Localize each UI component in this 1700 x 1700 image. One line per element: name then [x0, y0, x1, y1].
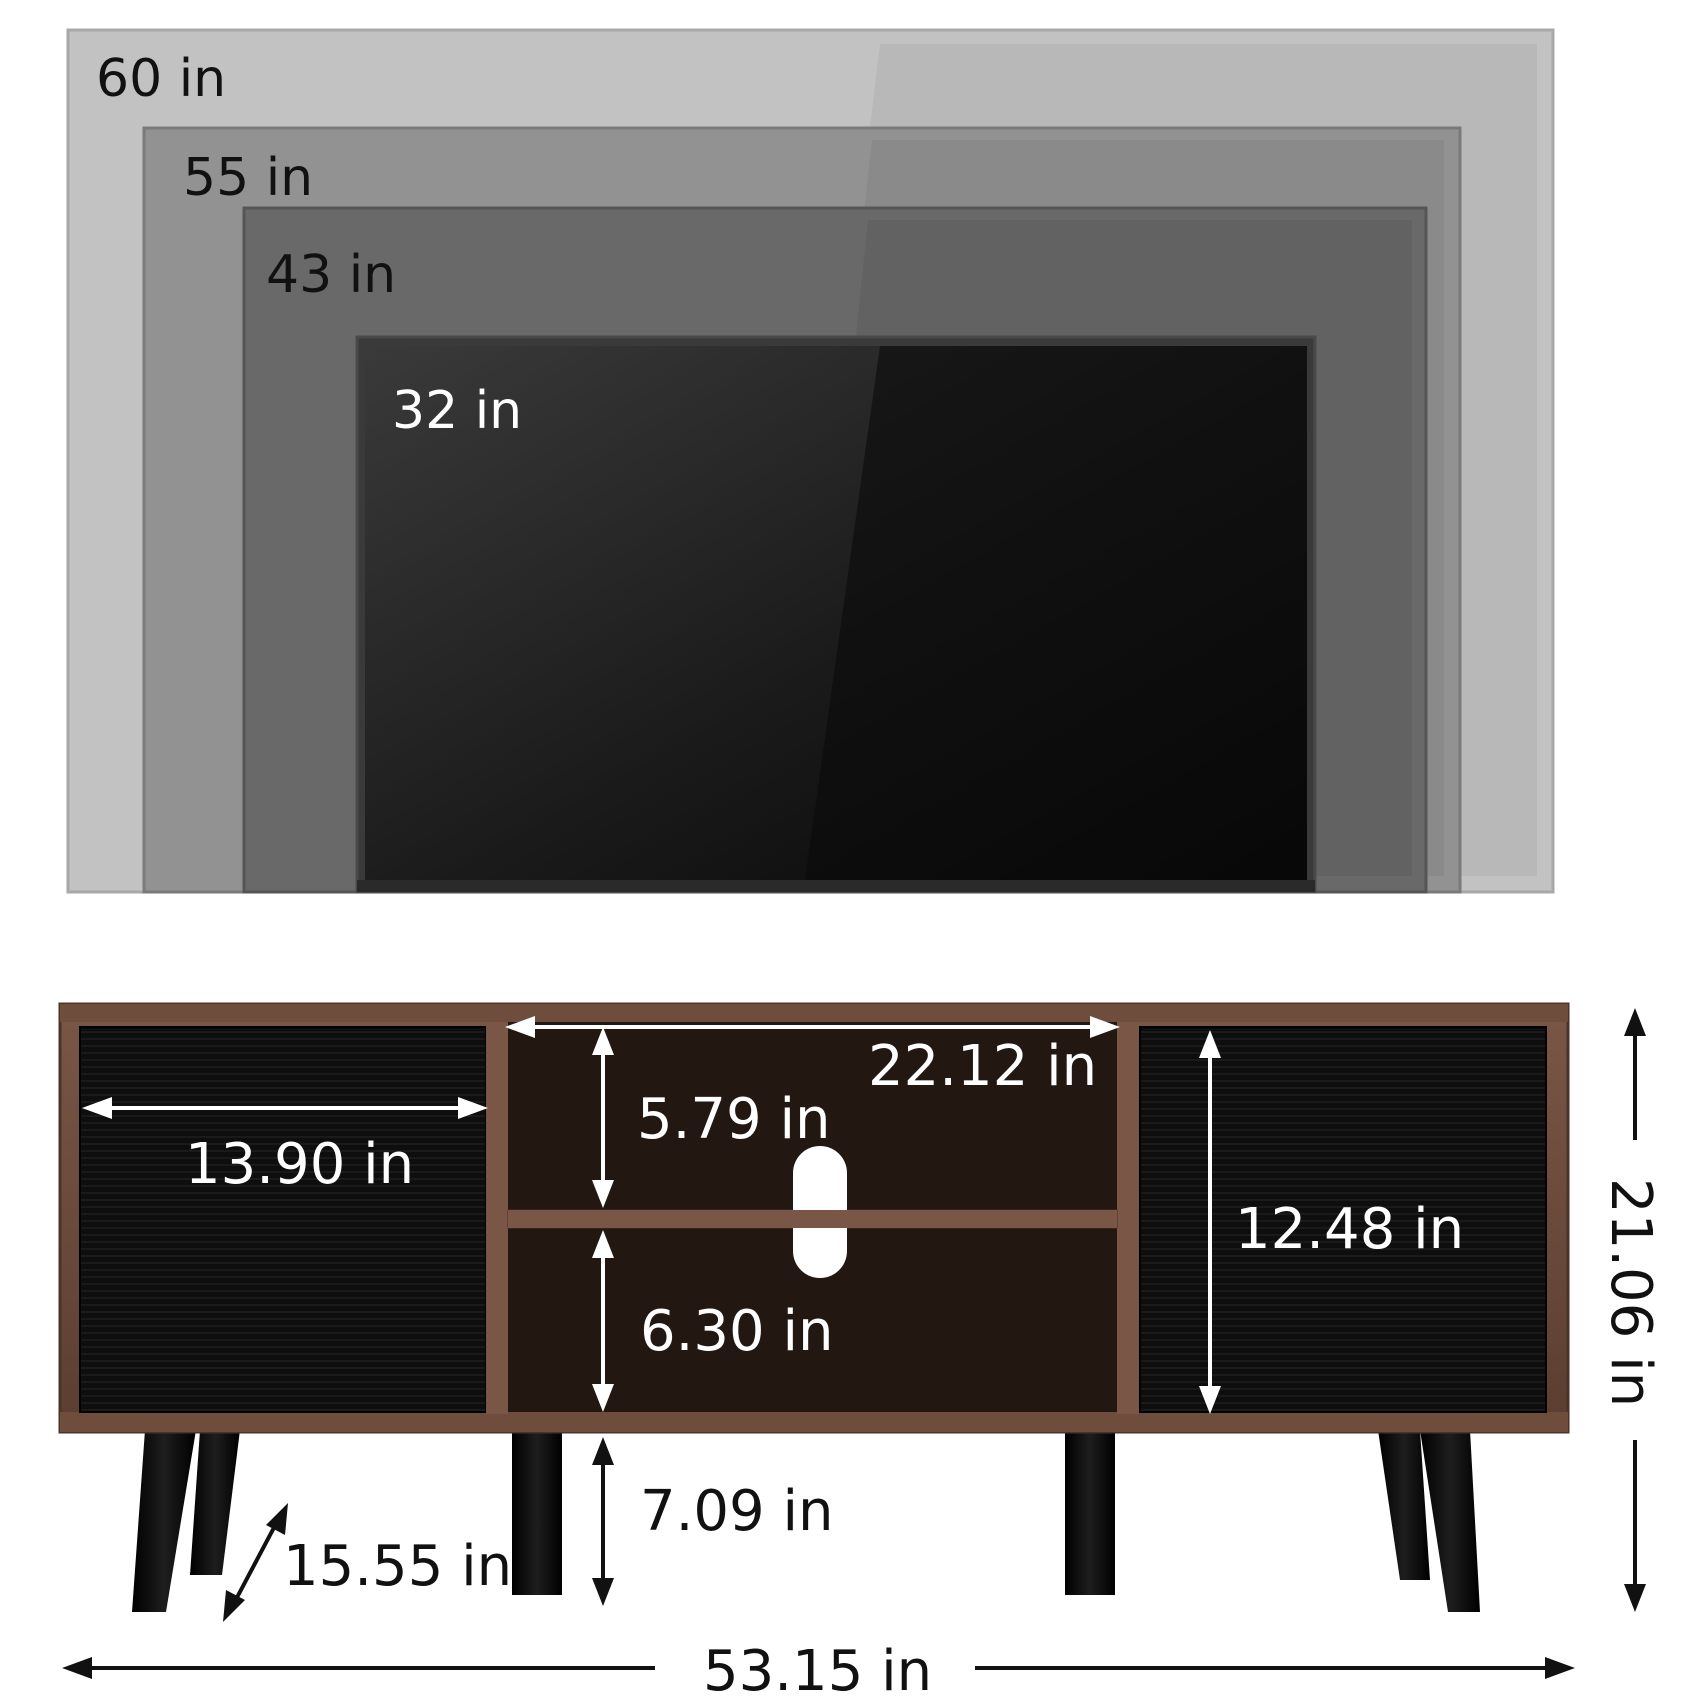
- tv-size-comparison: 60 in 55 in 43 in 32 in: [66, 28, 1555, 894]
- door-width-label: 13.90 in: [185, 1132, 414, 1197]
- tv-stand: [58, 1002, 1570, 1612]
- right-cabinet-door: [1139, 1026, 1547, 1413]
- arrow-lower-shelf: [592, 1230, 614, 1412]
- tv-32-label: 32 in: [392, 381, 522, 441]
- arrow-door-width: [82, 1097, 488, 1119]
- left-cabinet-door: [79, 1026, 487, 1413]
- arrow-overall-width: [62, 1657, 1575, 1679]
- tv-60-label: 60 in: [96, 49, 226, 109]
- leg-height-label: 7.09 in: [640, 1479, 834, 1544]
- tv-32-in: [355, 335, 1317, 894]
- depth-label: 15.55 in: [283, 1534, 512, 1599]
- leg-center-left: [512, 1430, 562, 1595]
- center-width-label: 22.12 in: [868, 1034, 1097, 1099]
- dimension-labels: 22.12 in 5.79 in 6.30 in 13.90 in 12.48 …: [185, 1034, 1663, 1700]
- tv-43-label: 43 in: [266, 245, 396, 305]
- lower-shelf-label: 6.30 in: [640, 1299, 834, 1364]
- arrow-door-height: [1199, 1030, 1221, 1414]
- arrow-overall-height: [1624, 1008, 1646, 1612]
- leg-center-right: [1065, 1430, 1115, 1595]
- arrow-depth: [223, 1503, 288, 1622]
- stand-legs: [132, 1430, 1480, 1612]
- upper-shelf-label: 5.79 in: [637, 1087, 831, 1152]
- leg-front-left: [132, 1430, 196, 1612]
- leg-back-left: [190, 1430, 240, 1575]
- arrow-center-width: [505, 1016, 1120, 1038]
- door-height-label: 12.48 in: [1235, 1197, 1464, 1262]
- tv-55-label: 55 in: [183, 148, 313, 208]
- leg-back-right: [1378, 1430, 1430, 1580]
- dimension-arrows: [62, 1008, 1646, 1679]
- overall-width-label: 53.15 in: [703, 1639, 932, 1700]
- overall-height-label: 21.06 in: [1598, 1178, 1663, 1407]
- leg-front-right: [1420, 1430, 1480, 1612]
- arrow-upper-shelf: [592, 1027, 614, 1208]
- arrow-leg-height: [592, 1437, 614, 1606]
